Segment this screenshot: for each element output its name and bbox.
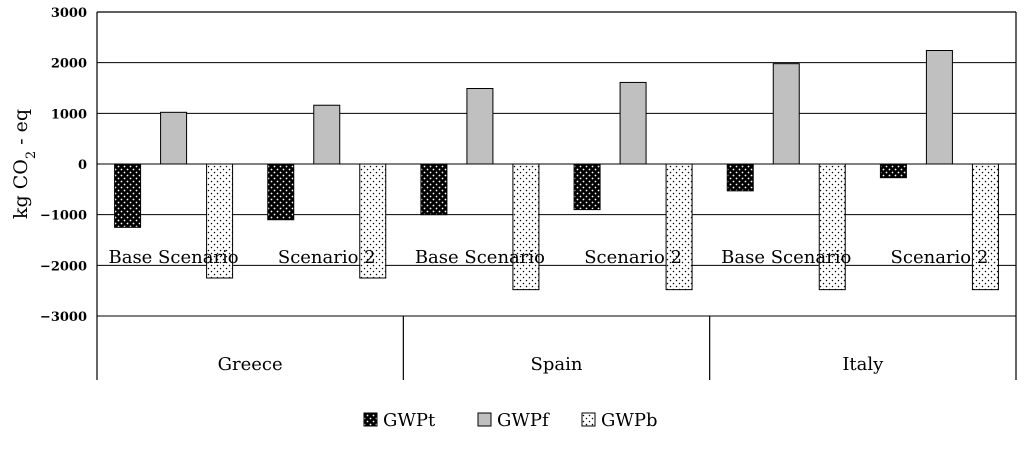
y-axis-label: kg CO2 - eq [10,109,39,219]
y-tick-labels: 3000 2000 1000 0 −1000 −2000 −3000 [40,6,87,325]
category-label: Base Scenario [108,247,238,268]
bar-gwpf [772,63,800,165]
y-tick-label: −2000 [40,259,87,274]
bars [114,50,999,291]
legend-item-gwpb: GWPb [581,410,658,431]
bar-gwpb [818,163,846,291]
bar-gwpt [879,163,907,179]
bar-gwpt [114,163,142,228]
category-label: Scenario 2 [584,247,682,268]
bar-gwpt [573,163,601,211]
legend-label: GWPb [601,410,658,431]
bar-gwpb [359,163,387,279]
category-label: Base Scenario [721,247,851,268]
y-axis-label-suffix: - eq [10,109,32,151]
bar-gwpb [971,163,999,291]
group-label: Spain [531,354,583,375]
bar-gwpf [925,50,953,165]
bar-gwpt [420,163,448,216]
y-tick-label: −1000 [40,209,87,224]
legend-swatch [363,412,378,427]
y-tick-label: 2000 [51,57,87,72]
bar-gwpt [267,163,295,221]
category-label: Base Scenario [415,247,545,268]
legend-label: GWPt [383,410,436,431]
bar-gwpf [466,88,494,165]
legend-label: GWPf [497,410,550,431]
legend-swatch [581,412,596,427]
y-axis-label-subscript: 2 [24,151,39,159]
legend-swatch [477,412,492,427]
bar-gwpb [206,163,234,279]
group-labels: Greece Spain Italy [218,354,885,375]
y-tick-label: 0 [78,158,87,173]
bar-gwpf [313,104,341,165]
y-axis-label-main: kg CO [10,159,32,219]
group-label: Greece [218,354,283,375]
legend-item-gwpt: GWPt [363,410,436,431]
bar-gwpb [665,163,693,291]
y-tick-label: 1000 [51,107,87,122]
bar-gwpb [512,163,540,291]
group-label: Italy [842,354,884,375]
bar-gwpt [726,163,754,192]
y-tick-label: −3000 [40,310,87,325]
legend: GWPt GWPf GWPb [363,410,658,431]
category-label: Scenario 2 [891,247,989,268]
y-tick-label: 3000 [51,6,87,21]
axes [96,11,1017,380]
category-labels: Base Scenario Scenario 2 Base Scenario Scen… [108,247,988,268]
bar-gwpf [619,81,647,165]
category-label: Scenario 2 [278,247,376,268]
bar-gwpf [160,111,188,165]
legend-item-gwpf: GWPf [477,410,550,431]
gridlines [97,11,1016,317]
